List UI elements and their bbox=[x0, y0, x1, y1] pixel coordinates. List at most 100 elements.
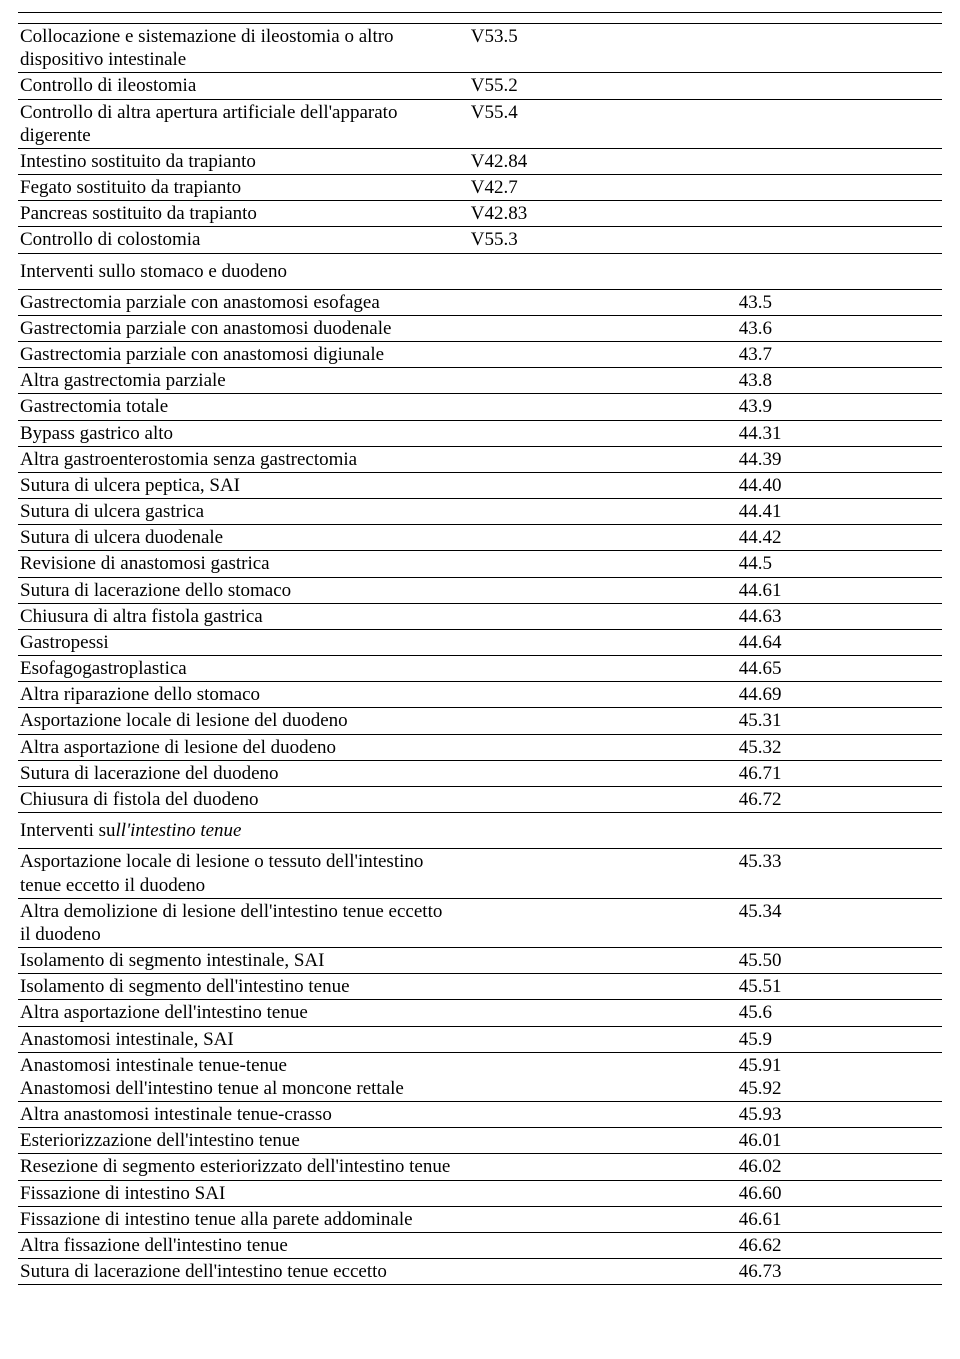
description-cell: Controllo di colostomia bbox=[18, 227, 471, 253]
code-col3-cell bbox=[739, 99, 942, 148]
table-row: Sutura di ulcera gastrica 44.41 bbox=[18, 499, 942, 525]
description-cell: Gastrectomia parziale con anastomosi duo… bbox=[18, 315, 471, 341]
code-col2-cell bbox=[471, 708, 739, 734]
code-col2-cell bbox=[471, 472, 739, 498]
section-header-row: Interventi sull'intestino tenue bbox=[18, 813, 942, 849]
code-col2-cell bbox=[471, 849, 739, 898]
description-cell: Fissazione di intestino SAI bbox=[18, 1180, 471, 1206]
description-cell: Chiusura di fistola del duodeno bbox=[18, 786, 471, 812]
code-col3-cell: 44.63 bbox=[739, 603, 942, 629]
code-col3-cell: 46.01 bbox=[739, 1128, 942, 1154]
description-cell: Altra gastrectomia parziale bbox=[18, 368, 471, 394]
code-col3-cell: 45.9145.92 bbox=[739, 1052, 942, 1101]
description-cell: Asportazione locale di lesione o tessuto… bbox=[18, 849, 471, 898]
table-row: Chiusura di fistola del duodeno 46.72 bbox=[18, 786, 942, 812]
table-row: Anastomosi intestinale, SAI45.9 bbox=[18, 1026, 942, 1052]
description-cell: Isolamento di segmento dell'intestino te… bbox=[18, 974, 471, 1000]
table-row: Asportazione locale di lesione del duode… bbox=[18, 708, 942, 734]
code-col2-cell bbox=[471, 342, 739, 368]
table-row: Altra riparazione dello stomaco44.69 bbox=[18, 682, 942, 708]
code-col3-cell: 45.93 bbox=[739, 1102, 942, 1128]
code-col2-cell bbox=[471, 682, 739, 708]
description-cell: Gastrectomia totale bbox=[18, 394, 471, 420]
description-cell: Sutura di ulcera duodenale bbox=[18, 525, 471, 551]
description-cell: Fegato sostituito da trapianto bbox=[18, 175, 471, 201]
code-col3-cell: 44.42 bbox=[739, 525, 942, 551]
code-col3-cell: 44.39 bbox=[739, 446, 942, 472]
table-row: Altra gastrectomia parziale43.8 bbox=[18, 368, 942, 394]
table-row: Collocazione e sistemazione di ileostomi… bbox=[18, 24, 942, 73]
description-cell: Altra demolizione di lesione dell'intest… bbox=[18, 898, 471, 947]
description-cell: Sutura di lacerazione dell'intestino ten… bbox=[18, 1259, 471, 1285]
table-row: Sutura di lacerazione dell'intestino ten… bbox=[18, 1259, 942, 1285]
description-cell: Resezione di segmento esteriorizzato del… bbox=[18, 1154, 471, 1180]
table-row: Bypass gastrico alto44.31 bbox=[18, 420, 942, 446]
code-col2-cell bbox=[471, 1000, 739, 1026]
description-cell: Sutura di ulcera gastrica bbox=[18, 499, 471, 525]
code-col2-cell bbox=[471, 1154, 739, 1180]
code-col3-cell bbox=[739, 201, 942, 227]
table-row: Controllo di colostomiaV55.3 bbox=[18, 227, 942, 253]
code-col2-cell bbox=[471, 1052, 739, 1101]
description-cell: Controllo di ileostomia bbox=[18, 73, 471, 99]
code-col3-cell bbox=[739, 24, 942, 73]
table-row: Gastrectomia parziale con anastomosi dig… bbox=[18, 342, 942, 368]
code-col2-cell bbox=[471, 1259, 739, 1285]
description-cell: Gastropessi bbox=[18, 629, 471, 655]
code-col3-cell: 44.40 bbox=[739, 472, 942, 498]
description-cell: Isolamento di segmento intestinale, SAI bbox=[18, 948, 471, 974]
code-col3-cell: 45.32 bbox=[739, 734, 942, 760]
code-col3-cell: 45.31 bbox=[739, 708, 942, 734]
description-cell: Altra riparazione dello stomaco bbox=[18, 682, 471, 708]
code-col3-cell: 46.02 bbox=[739, 1154, 942, 1180]
table-row: Esofagogastroplastica44.65 bbox=[18, 656, 942, 682]
table-row: Altra anastomosi intestinale tenue-crass… bbox=[18, 1102, 942, 1128]
code-col3-cell: 44.31 bbox=[739, 420, 942, 446]
description-cell: Fissazione di intestino tenue alla paret… bbox=[18, 1206, 471, 1232]
table-row: Altra gastroenterostomia senza gastrecto… bbox=[18, 446, 942, 472]
description-cell: Altra fissazione dell'intestino tenue bbox=[18, 1232, 471, 1258]
table-row: Pancreas sostituito da trapiantoV42.83 bbox=[18, 201, 942, 227]
code-col2-cell bbox=[471, 760, 739, 786]
description-cell: Anastomosi intestinale tenue-tenueAnasto… bbox=[18, 1052, 471, 1101]
table-row: Controllo di ileostomiaV55.2 bbox=[18, 73, 942, 99]
table-row: Altra asportazione dell'intestino tenue4… bbox=[18, 1000, 942, 1026]
table-row: Gastropessi44.64 bbox=[18, 629, 942, 655]
table-row: Fissazione di intestino tenue alla paret… bbox=[18, 1206, 942, 1232]
table-row: Gastrectomia parziale con anastomosi eso… bbox=[18, 289, 942, 315]
code-col2-cell bbox=[471, 1206, 739, 1232]
table-row: Esteriorizzazione dell'intestino tenue 46… bbox=[18, 1128, 942, 1154]
code-col2-cell bbox=[471, 368, 739, 394]
code-col3-cell: 46.71 bbox=[739, 760, 942, 786]
description-cell: Sutura di ulcera peptica, SAI bbox=[18, 472, 471, 498]
code-col2-cell: V55.2 bbox=[471, 73, 739, 99]
table-row: Altra fissazione dell'intestino tenue46.… bbox=[18, 1232, 942, 1258]
description-cell: Esteriorizzazione dell'intestino tenue bbox=[18, 1128, 471, 1154]
table-row: Anastomosi intestinale tenue-tenueAnasto… bbox=[18, 1052, 942, 1101]
table-row: Resezione di segmento esteriorizzato del… bbox=[18, 1154, 942, 1180]
code-col3-cell: 45.9 bbox=[739, 1026, 942, 1052]
code-col3-cell: 46.72 bbox=[739, 786, 942, 812]
code-col3-cell bbox=[739, 73, 942, 99]
code-col2-cell bbox=[471, 656, 739, 682]
section-title: Interventi sullo stomaco e duodeno bbox=[18, 253, 942, 289]
description-cell: Altra asportazione dell'intestino tenue bbox=[18, 1000, 471, 1026]
description-cell: Collocazione e sistemazione di ileostomi… bbox=[18, 24, 471, 73]
code-col2-cell bbox=[471, 577, 739, 603]
table-row: Intestino sostituito da trapiantoV42.84 bbox=[18, 148, 942, 174]
code-col3-cell: 44.5 bbox=[739, 551, 942, 577]
description-cell: Intestino sostituito da trapianto bbox=[18, 148, 471, 174]
table-row: Asportazione locale di lesione o tessuto… bbox=[18, 849, 942, 898]
code-col3-cell: 44.65 bbox=[739, 656, 942, 682]
table-row: Sutura di ulcera peptica, SAI 44.40 bbox=[18, 472, 942, 498]
description-cell: Altra asportazione di lesione del duoden… bbox=[18, 734, 471, 760]
code-col2-cell bbox=[471, 315, 739, 341]
code-col2-cell: V42.83 bbox=[471, 201, 739, 227]
code-col2-cell: V42.84 bbox=[471, 148, 739, 174]
code-col2-cell bbox=[471, 629, 739, 655]
code-col2-cell bbox=[471, 898, 739, 947]
code-col3-cell: 43.7 bbox=[739, 342, 942, 368]
code-col2-cell: V53.5 bbox=[471, 24, 739, 73]
table-row: Altra asportazione di lesione del duoden… bbox=[18, 734, 942, 760]
code-col3-cell: 44.41 bbox=[739, 499, 942, 525]
